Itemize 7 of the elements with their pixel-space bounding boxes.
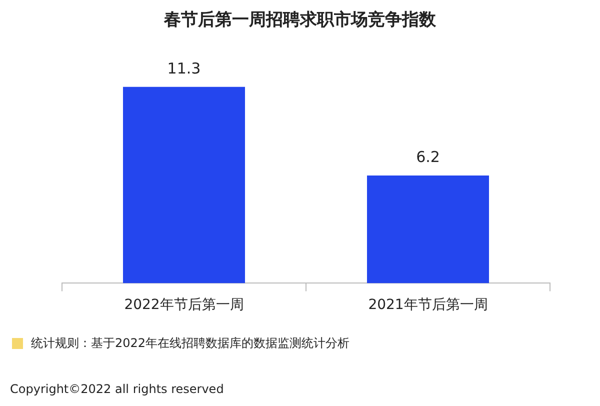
chart-title: 春节后第一周招聘求职市场竞争指数 (162, 9, 437, 31)
data-label: 6.2 (416, 148, 440, 166)
text: Copyright©2022 all rights reserved (10, 382, 224, 396)
x-tick-label: 2022年节后第一周 (124, 297, 244, 314)
data-label: 11.3 (167, 59, 201, 78)
x-tick-label: 2021年节后第一周 (368, 297, 488, 314)
text: 统计规则：基于2022年在线招聘数据库的数据监测统计分析 (31, 335, 350, 352)
